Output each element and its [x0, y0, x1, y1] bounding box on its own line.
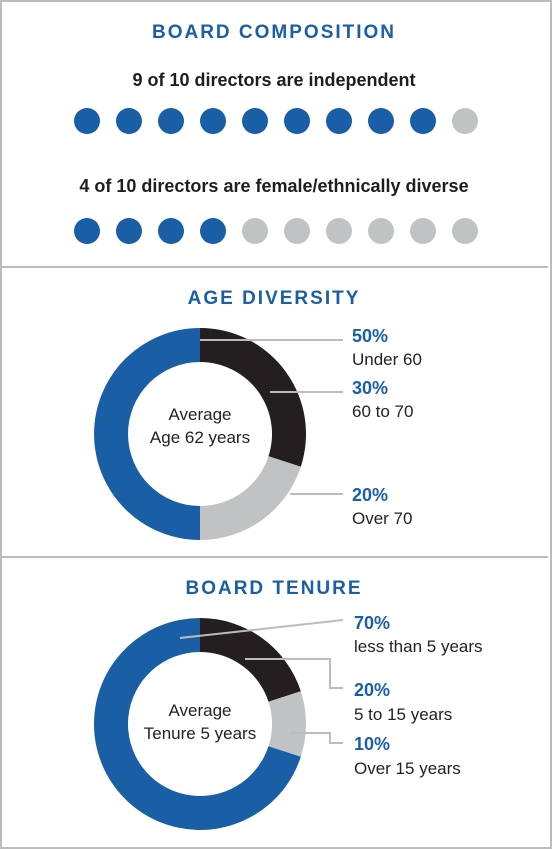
age-legend-pct-2: 30% — [352, 378, 389, 398]
tenure-leader-line-1 — [179, 619, 344, 639]
tenure-center-line2: Tenure 5 years — [143, 724, 257, 743]
divider-1 — [0, 266, 548, 268]
filled-dot — [116, 218, 142, 244]
age-center-line2: Age 62 years — [149, 428, 251, 447]
empty-dot — [326, 218, 352, 244]
filled-dot — [200, 218, 226, 244]
tenure-leader-line-3 — [290, 732, 343, 744]
empty-dot — [284, 218, 310, 244]
board-tenure-title: BOARD TENURE — [185, 578, 363, 599]
filled-dot — [116, 108, 142, 134]
age-center-text: Average Age 62 years — [130, 403, 270, 449]
empty-dot — [452, 108, 478, 134]
age-donut-chart — [94, 328, 343, 540]
empty-dot — [242, 218, 268, 244]
tenure-donut-chart — [94, 618, 344, 830]
tenure-slice-1 — [94, 618, 301, 830]
empty-dot — [410, 218, 436, 244]
divider-2 — [0, 556, 548, 558]
tenure-legend-pct-3: 10% — [354, 734, 391, 754]
filled-dot — [158, 108, 184, 134]
age-slice-1 — [94, 328, 200, 540]
tenure-center-text: Average Tenure 5 years — [120, 699, 280, 745]
filled-dot — [326, 108, 352, 134]
board-tenure-panel: BOARD TENURE — [0, 558, 548, 847]
tenure-slice-3 — [268, 691, 307, 757]
age-legend-label-3: Over 70 — [352, 509, 413, 528]
diverse-stat: 4 of 10 directors are female/ethnically … — [79, 176, 469, 196]
tenure-center-line1: Average — [168, 701, 232, 720]
filled-dot — [200, 108, 226, 134]
tenure-legend-pct-2: 20% — [354, 680, 391, 700]
tenure-leader-line-2 — [245, 658, 343, 689]
tenure-legend-pct-1: 70% — [354, 613, 391, 633]
filled-dot — [284, 108, 310, 134]
filled-dot — [74, 218, 100, 244]
filled-dot — [368, 108, 394, 134]
empty-dot — [368, 218, 394, 244]
age-slice-2 — [200, 328, 306, 467]
tenure-legend-label-1: less than 5 years — [354, 637, 483, 656]
filled-dot — [158, 218, 184, 244]
tenure-legend-label-3: Over 15 years — [354, 759, 461, 778]
age-slice-3 — [200, 456, 301, 540]
age-diversity-panel: AGE DIVERSITY — [0, 268, 548, 556]
board-composition-title: BOARD COMPOSITION — [151, 22, 397, 43]
board-composition-panel: BOARD COMPOSITION 9 of 10 directors are … — [0, 0, 548, 266]
filled-dot — [74, 108, 100, 134]
filled-dot — [410, 108, 436, 134]
independent-stat: 9 of 10 directors are independent — [132, 70, 416, 90]
age-diversity-title: AGE DIVERSITY — [187, 288, 361, 309]
age-legend-label-2: 60 to 70 — [352, 402, 414, 421]
filled-dot — [242, 108, 268, 134]
age-legend-label-1: Under 60 — [352, 350, 422, 369]
tenure-legend-label-2: 5 to 15 years — [354, 705, 453, 724]
age-legend-pct-1: 50% — [352, 326, 389, 346]
age-center-line1: Average — [168, 405, 232, 424]
age-legend-pct-3: 20% — [352, 485, 389, 505]
empty-dot — [452, 218, 478, 244]
